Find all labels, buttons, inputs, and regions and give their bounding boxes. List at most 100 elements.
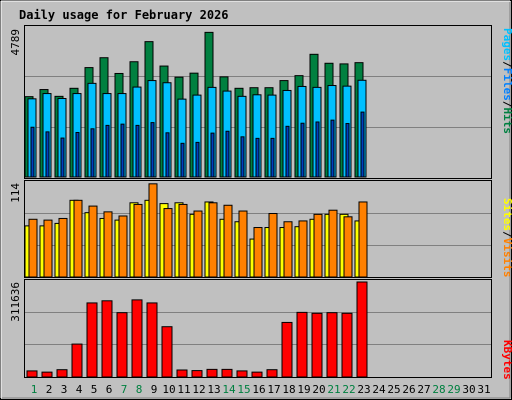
- kbytes-bar: [326, 312, 338, 378]
- visits-bar: [298, 220, 308, 278]
- day-label: 12: [192, 383, 205, 396]
- legend-sep: /: [501, 61, 512, 68]
- pages-bar: [360, 111, 365, 178]
- visits-bar: [43, 219, 53, 278]
- day-label: 1: [31, 383, 38, 396]
- pages-bar: [75, 131, 80, 178]
- day-label: 9: [151, 383, 158, 396]
- visits-bar: [313, 213, 323, 278]
- kbytes-bar: [116, 312, 128, 378]
- pages-bar: [120, 123, 125, 178]
- pages-bar: [225, 130, 230, 178]
- pages-bar: [210, 132, 215, 178]
- kbytes-bar: [356, 281, 368, 378]
- graph-title: Daily usage for February 2026: [19, 8, 229, 22]
- pages-bar: [330, 119, 335, 178]
- day-label: 15: [237, 383, 250, 396]
- visits-bar: [358, 201, 368, 278]
- visits-bar: [133, 203, 143, 278]
- visits-bar: [148, 183, 158, 278]
- visits-bar: [193, 210, 203, 278]
- sites-visits-legend: Sites/Visits: [501, 198, 512, 278]
- day-axis: 1 2 3 4 5 6 7 8 9 10 11 12 13 14 15 16 17 18 19 20 21 22 23 24 2…: [31, 383, 491, 396]
- kbytes-bar: [131, 299, 143, 378]
- day-label: 27: [417, 383, 430, 396]
- kbytes-bar: [56, 369, 68, 378]
- visits-bar: [328, 209, 338, 278]
- day-label: 18: [282, 383, 295, 396]
- day-label: 31: [477, 383, 490, 396]
- pages-bar: [60, 137, 65, 178]
- kbytes-bar: [146, 302, 158, 378]
- day-label: 2: [46, 383, 53, 396]
- day-label: 4: [76, 383, 83, 396]
- pages-bar: [315, 121, 320, 178]
- day-label: 3: [61, 383, 68, 396]
- day-label: 14: [222, 383, 236, 396]
- sites-visits-panel: 114: [9, 180, 492, 278]
- legend-pages: Pages: [501, 28, 512, 61]
- pages-bar: [180, 142, 185, 178]
- pages-bar: [105, 124, 110, 178]
- pages-bar: [285, 125, 290, 178]
- pages-bar: [165, 132, 170, 178]
- legend-sites: Sites: [501, 198, 512, 231]
- day-label: 17: [267, 383, 280, 396]
- visits-bar: [28, 218, 38, 278]
- visits-bar: [58, 217, 68, 278]
- visits-bar: [238, 210, 248, 278]
- day-label: 28: [432, 383, 445, 396]
- kbytes-panel: 311636: [9, 279, 492, 378]
- kbytes-bar: [26, 370, 38, 378]
- visits-bar: [73, 199, 83, 278]
- pages-bar: [135, 124, 140, 178]
- kbytes-bar: [266, 369, 278, 378]
- day-label: 26: [402, 383, 415, 396]
- day-label: 21: [327, 383, 340, 396]
- pages-bar: [195, 141, 200, 178]
- pages-bar: [240, 136, 245, 178]
- visits-bar: [283, 221, 293, 278]
- pages-bar: [150, 122, 155, 178]
- legend-sep: /: [501, 231, 512, 238]
- day-label: 8: [136, 383, 143, 396]
- visits-bar: [253, 227, 263, 278]
- kbytes-bar: [221, 368, 233, 378]
- visits-bar: [343, 216, 353, 278]
- kbytes-bar: [281, 321, 293, 378]
- kbytes-bars: [26, 281, 368, 378]
- visits-bar: [163, 208, 173, 278]
- visits-bar: [268, 213, 278, 278]
- pages-bar: [45, 131, 50, 178]
- pages-bar: [30, 126, 35, 178]
- kbytes-bar: [71, 343, 83, 378]
- visits-bar: [178, 203, 188, 278]
- day-label: 5: [91, 383, 98, 396]
- day-label: 16: [252, 383, 265, 396]
- day-label: 25: [387, 383, 400, 396]
- pages-bar: [300, 122, 305, 178]
- kbytes-bar: [251, 371, 263, 378]
- day-label: 6: [106, 383, 113, 396]
- kbytes-bar: [176, 369, 188, 378]
- day-label: 7: [121, 383, 128, 396]
- visits-bar: [223, 204, 233, 278]
- pages-bar: [270, 137, 275, 178]
- visits-bar: [88, 205, 98, 278]
- visits-bar: [118, 215, 128, 278]
- day-label: 29: [447, 383, 460, 396]
- day-label: 10: [162, 383, 175, 396]
- kbytes-bar: [86, 302, 98, 378]
- day-label: 13: [207, 383, 220, 396]
- legend-hits: Hits: [501, 108, 512, 135]
- hits-axis-max: 4789: [9, 29, 22, 56]
- legend-kbytes: KBytes: [501, 340, 512, 380]
- day-label: 24: [372, 383, 386, 396]
- visits-bars: [24, 183, 368, 278]
- kbytes-bar: [41, 371, 53, 378]
- kbytes-bar: [206, 368, 218, 378]
- day-label: 20: [312, 383, 325, 396]
- visits-bar: [103, 211, 113, 278]
- legend-sep: /: [501, 101, 512, 108]
